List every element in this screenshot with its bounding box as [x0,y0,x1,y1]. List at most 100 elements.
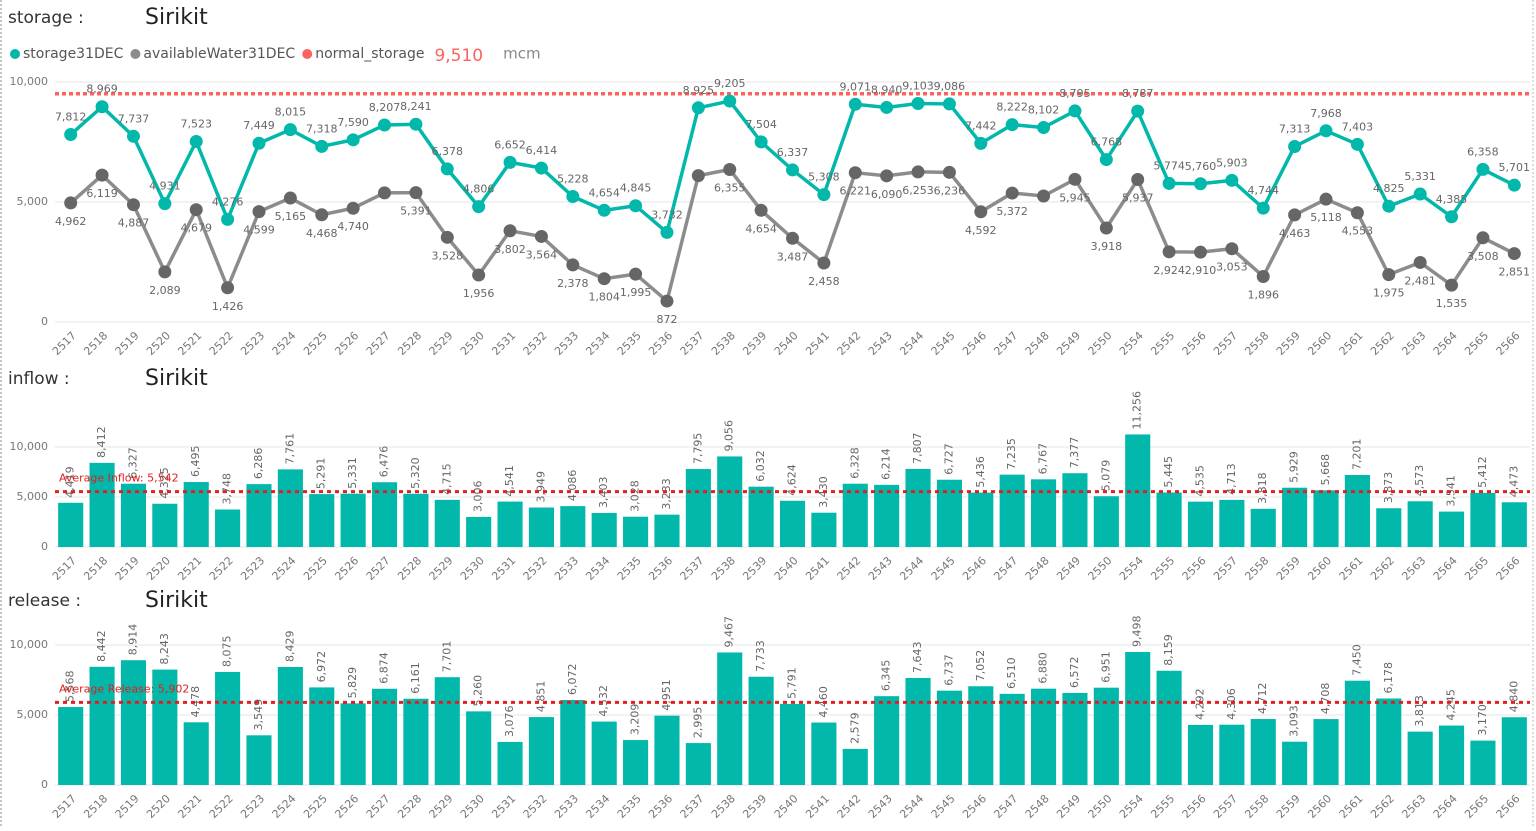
data-label: 4,825 [1373,182,1405,195]
data-label: 5,791 [786,667,799,699]
bar [434,677,460,785]
data-label: 5,937 [1122,192,1154,205]
data-label: 5,260 [472,675,485,707]
x-tick-label: 2565 [1462,792,1491,821]
bar [748,676,774,785]
legend-label: availableWater31DEC [143,46,295,62]
x-tick-label: 2527 [364,554,393,583]
bar [1282,741,1308,785]
data-label: 4,276 [212,195,244,208]
bar [1501,502,1527,547]
x-tick-label: 2560 [1305,792,1334,821]
bar [968,492,994,547]
x-tick-label: 2527 [364,792,393,821]
x-tick-label: 2563 [1399,554,1428,583]
data-label: 7,313 [1279,122,1311,135]
point [534,229,548,243]
data-label: 4,292 [1193,688,1206,720]
data-label: 6,652 [494,138,526,151]
bar [1438,511,1465,547]
point [1319,192,1333,206]
data-label: 4,532 [597,685,610,717]
data-label: 5,165 [275,210,307,223]
data-label: 1,426 [212,300,244,313]
data-label: 3,403 [597,476,610,508]
data-label: 5,412 [1476,456,1489,488]
bar [1187,501,1214,547]
point [723,94,737,108]
data-label: 6,510 [1005,657,1018,689]
data-label: 1,975 [1373,287,1405,300]
x-tick-label: 2517 [50,792,79,821]
data-label: 3,528 [432,249,464,262]
point [786,231,799,245]
data-label: 6,358 [1467,145,1499,158]
x-tick-label: 2523 [238,792,267,821]
bar [152,503,178,547]
x-tick-label: 2531 [489,329,518,358]
point [189,203,203,217]
point [346,201,360,215]
data-label: 4,385 [1436,193,1468,206]
data-label: 3,541 [1445,475,1458,507]
x-tick-label: 2539 [740,554,769,583]
bar [1313,719,1339,785]
point [378,118,392,132]
data-label: 7,442 [965,119,997,132]
data-label: 9,086 [934,80,966,93]
x-tick-label: 2561 [1337,792,1366,821]
point [1037,121,1051,135]
point [1131,173,1145,187]
x-tick-label: 2539 [740,329,769,358]
data-label: 3,233 [660,478,673,510]
bar [1250,508,1276,547]
bar [58,502,84,547]
x-tick-label: 2534 [583,792,612,821]
point [1225,173,1239,187]
point [754,203,768,217]
x-tick-label: 2557 [1211,792,1240,821]
bar [497,501,523,547]
bar [1470,740,1496,785]
x-tick-label: 2543 [866,554,895,583]
data-label: 9,498 [1131,616,1144,648]
data-label: 3,873 [1382,472,1395,504]
data-label: 9,056 [723,420,736,452]
x-tick-label: 2545 [929,554,958,583]
data-label: 5,308 [808,171,840,184]
bar [340,493,366,547]
bar [1376,508,1402,547]
x-tick-label: 2546 [960,792,989,821]
data-label: 5,079 [1099,460,1112,492]
y-tick-label: 10,000 [10,440,49,453]
bar [89,666,115,785]
x-tick-label: 2548 [1023,329,1052,358]
data-label: 4,712 [1256,683,1269,715]
x-tick-label: 2556 [1180,792,1209,821]
data-label: 6,495 [189,446,202,478]
data-label: 6,378 [432,145,464,158]
x-tick-label: 2537 [678,554,707,583]
data-label: 6,328 [848,447,861,479]
x-tick-label: 2543 [866,792,895,821]
data-label: 3,093 [1288,705,1301,737]
data-label: 9,205 [714,77,746,90]
x-tick-label: 2540 [772,792,801,821]
point [880,100,894,114]
point [1225,242,1239,256]
data-label: 2,481 [1404,274,1436,287]
data-label: 2,089 [149,284,181,297]
bar [905,677,931,785]
data-label: 7,968 [1310,107,1342,120]
point [503,155,517,169]
bar [466,516,492,547]
point [1413,255,1427,269]
data-label: 4,463 [1279,227,1311,240]
data-label: 4,624 [786,464,799,496]
x-tick-label: 2533 [552,329,581,358]
x-tick-label: 2542 [835,554,864,583]
data-label: 4,740 [337,220,369,233]
x-tick-label: 2534 [583,329,612,358]
data-label: 3,549 [252,699,265,731]
data-label: 3,076 [503,705,516,737]
